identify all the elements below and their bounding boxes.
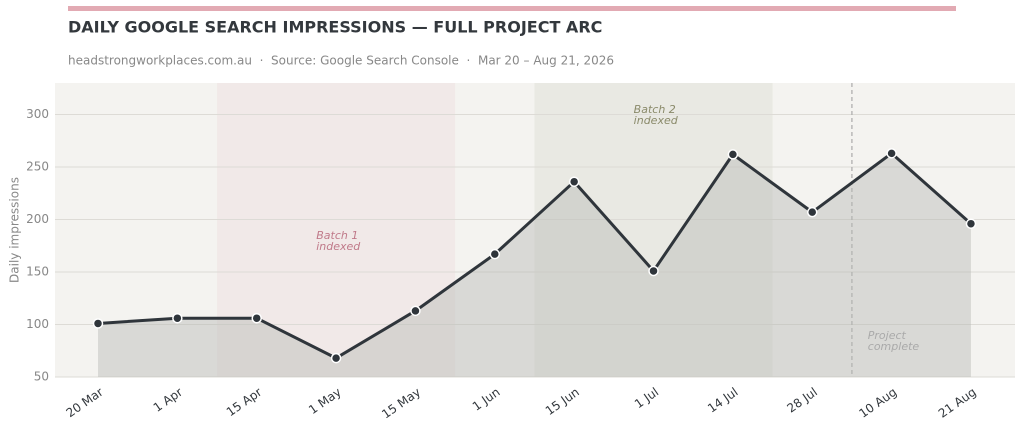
x-tick-label: 15 May [379, 385, 423, 422]
chart-title: DAILY GOOGLE SEARCH IMPRESSIONS — FULL P… [68, 18, 602, 37]
point [648, 265, 659, 277]
x-tick-label: 1 May [306, 385, 344, 417]
annotation: indexed [634, 114, 679, 127]
annotation: complete [868, 340, 920, 353]
point [806, 206, 818, 218]
annotation: Batch 2 [634, 103, 676, 116]
y-tick-label: 250 [26, 160, 49, 174]
x-tick-label: 15 Jun [543, 385, 582, 418]
point [330, 352, 342, 364]
batch1-span [217, 83, 456, 377]
y-tick-label: 150 [26, 265, 49, 279]
annotation: Project [868, 329, 907, 342]
area [98, 153, 971, 377]
x-tick-label: 20 Mar [64, 385, 106, 420]
x-tick-label: 1 Jun [470, 385, 503, 414]
chart-subtitle: headstrongworkplaces.com.au · Source: Go… [68, 54, 614, 68]
point [410, 305, 421, 317]
x-tick-label: 1 Apr [151, 385, 185, 415]
x-tick-label: 1 Jul [632, 385, 661, 411]
point [489, 248, 501, 260]
point [92, 318, 104, 329]
point [568, 176, 580, 187]
title-bar [68, 6, 956, 11]
y-tick-label: 100 [26, 317, 49, 331]
point [965, 218, 977, 229]
x-tick-label: 28 Jul [784, 385, 820, 416]
annotation: Batch 1 [316, 229, 358, 242]
x-tick-label: 21 Aug [936, 385, 979, 421]
x-tick-label: 15 Apr [224, 385, 265, 419]
point [886, 148, 897, 159]
annotation: indexed [316, 240, 361, 253]
point [172, 312, 183, 324]
x-tick-label: 10 Aug [856, 385, 899, 421]
point [251, 312, 262, 324]
y-tick-label: 200 [26, 212, 49, 226]
y-tick-label: 300 [26, 107, 49, 121]
line [97, 151, 972, 360]
y-tick-label: 50 [34, 370, 49, 384]
x-tick-label: 14 Jul [705, 385, 741, 416]
y-axis-label: Daily impressions [8, 177, 22, 283]
batch2-span [534, 83, 773, 377]
point [727, 149, 739, 160]
